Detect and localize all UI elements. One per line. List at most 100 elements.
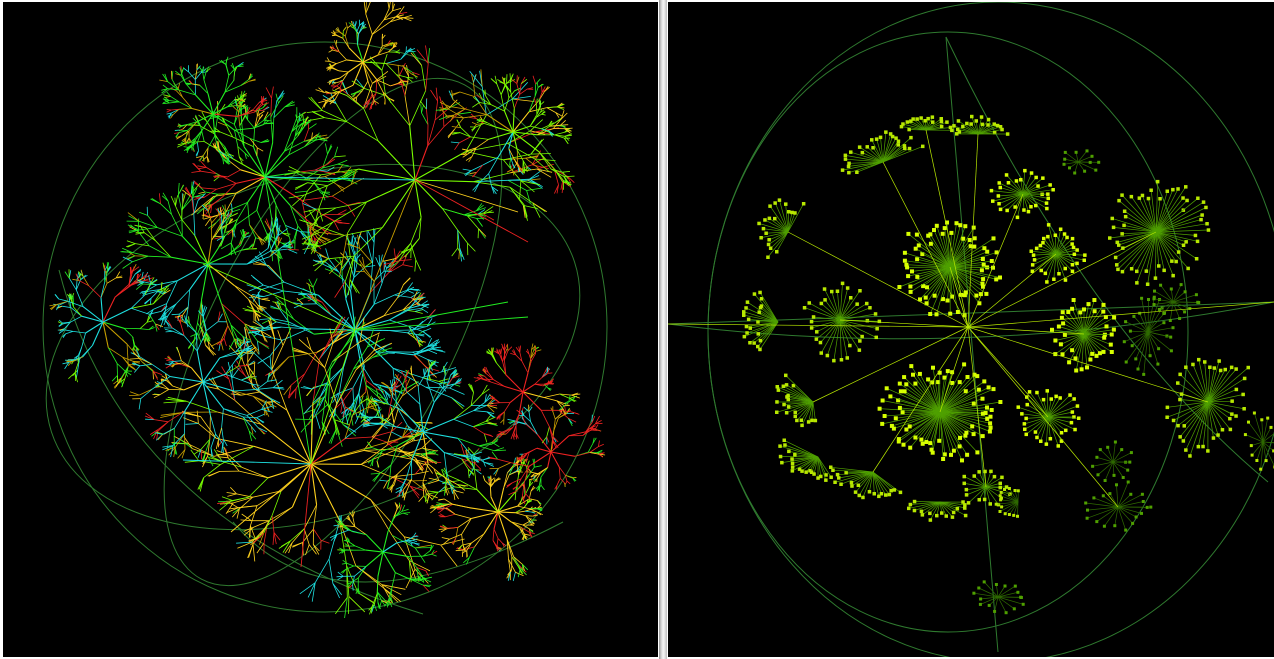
tree-edge xyxy=(157,290,167,293)
tree-edge xyxy=(491,186,499,192)
tree-edge xyxy=(236,100,241,106)
tree-edge xyxy=(538,151,552,170)
tree-edge xyxy=(510,78,518,84)
tree-edge xyxy=(173,447,176,457)
tree-edge xyxy=(160,411,185,416)
tree-edge xyxy=(135,243,150,247)
tree-edge xyxy=(513,159,519,168)
tree-edge xyxy=(304,140,316,147)
tree-edge xyxy=(473,449,479,455)
tree-edge xyxy=(380,416,397,428)
tree-edge xyxy=(217,501,231,505)
tree-edge xyxy=(391,42,398,45)
tree-edge xyxy=(332,330,344,344)
tree-edge xyxy=(384,390,391,397)
tree-edge xyxy=(541,111,546,115)
tree-edge xyxy=(414,179,422,218)
tree-edge xyxy=(348,61,364,73)
tree-edge xyxy=(519,352,523,362)
leaf-node xyxy=(972,372,977,377)
tree-edge xyxy=(148,327,155,330)
tree-edge xyxy=(266,506,293,526)
tree-edge xyxy=(291,463,312,508)
tree-edge xyxy=(552,439,557,449)
tree-edge xyxy=(263,525,268,543)
fan-edge xyxy=(949,239,970,268)
tree-edge xyxy=(592,437,597,444)
tree-edge xyxy=(281,326,309,330)
tree-edge xyxy=(457,484,466,491)
tree-edge xyxy=(516,464,519,476)
tree-edge xyxy=(309,222,318,238)
tree-edge xyxy=(177,82,181,89)
tree-edge xyxy=(554,484,558,490)
tree-edge xyxy=(523,458,528,462)
fan-edge xyxy=(1022,189,1054,195)
tree-edge xyxy=(373,593,378,605)
tree-edge xyxy=(554,169,559,185)
tree-edge xyxy=(521,457,525,462)
tree-edge xyxy=(451,247,459,257)
tree-edge xyxy=(196,150,199,157)
tree-edge xyxy=(238,111,241,126)
tree-edge xyxy=(207,341,215,350)
fan-edge xyxy=(1022,170,1026,195)
tree-edge xyxy=(557,103,565,108)
leaf-node xyxy=(1038,243,1043,248)
tree-edge xyxy=(535,78,541,85)
tree-edge xyxy=(528,481,534,487)
tree-edge xyxy=(130,294,146,309)
tree-edge xyxy=(513,464,519,468)
tree-edge xyxy=(484,394,487,403)
tree-edge xyxy=(407,326,418,334)
leaf-node xyxy=(997,181,1001,185)
leaf-node xyxy=(965,375,970,379)
tree-edge xyxy=(221,303,245,325)
tree-edge xyxy=(546,426,550,438)
hub-link xyxy=(354,179,416,331)
tree-edge xyxy=(335,34,344,39)
fan-edge xyxy=(930,234,951,268)
leaf-node xyxy=(1045,280,1049,284)
tree-edge xyxy=(341,257,351,271)
tree-edge xyxy=(202,381,235,392)
tree-edge xyxy=(311,382,327,390)
tree-edge xyxy=(269,316,276,339)
fan-edge xyxy=(1055,333,1085,355)
tree-edge xyxy=(306,282,314,288)
tree-edge xyxy=(337,575,344,581)
tree-edge xyxy=(290,528,305,542)
leaf-node xyxy=(941,457,946,461)
tree-edge xyxy=(559,393,570,399)
tree-edge xyxy=(415,335,422,342)
fan-edge xyxy=(992,193,1024,202)
fan-edge xyxy=(904,390,941,413)
fan-edge xyxy=(939,364,965,413)
tree-edge xyxy=(564,128,572,132)
fan-edge xyxy=(1022,172,1032,195)
fan-edge xyxy=(910,266,951,293)
tree-edge xyxy=(198,423,217,439)
tree-edge xyxy=(360,450,395,465)
tree-edge xyxy=(370,422,381,425)
tree-edge xyxy=(395,572,410,580)
tree-edge xyxy=(318,185,328,209)
fan-edge xyxy=(839,319,877,338)
tree-edge xyxy=(220,131,233,138)
tree-edge xyxy=(111,375,118,382)
tree-edge xyxy=(175,132,180,138)
tree-edge xyxy=(313,297,323,303)
fan-edge xyxy=(1083,326,1107,335)
tree-edge xyxy=(332,327,345,338)
tree-edge xyxy=(184,381,204,412)
leaf-node xyxy=(1045,389,1049,393)
tree-edge xyxy=(216,183,237,190)
tree-edge xyxy=(379,254,383,267)
tree-edge xyxy=(506,482,513,487)
tree-edge xyxy=(224,80,235,93)
tree-edge xyxy=(126,344,129,367)
tree-edge xyxy=(547,372,553,374)
tree-edge xyxy=(471,147,477,157)
tree-edge xyxy=(238,356,242,367)
tree-edge xyxy=(197,449,202,458)
